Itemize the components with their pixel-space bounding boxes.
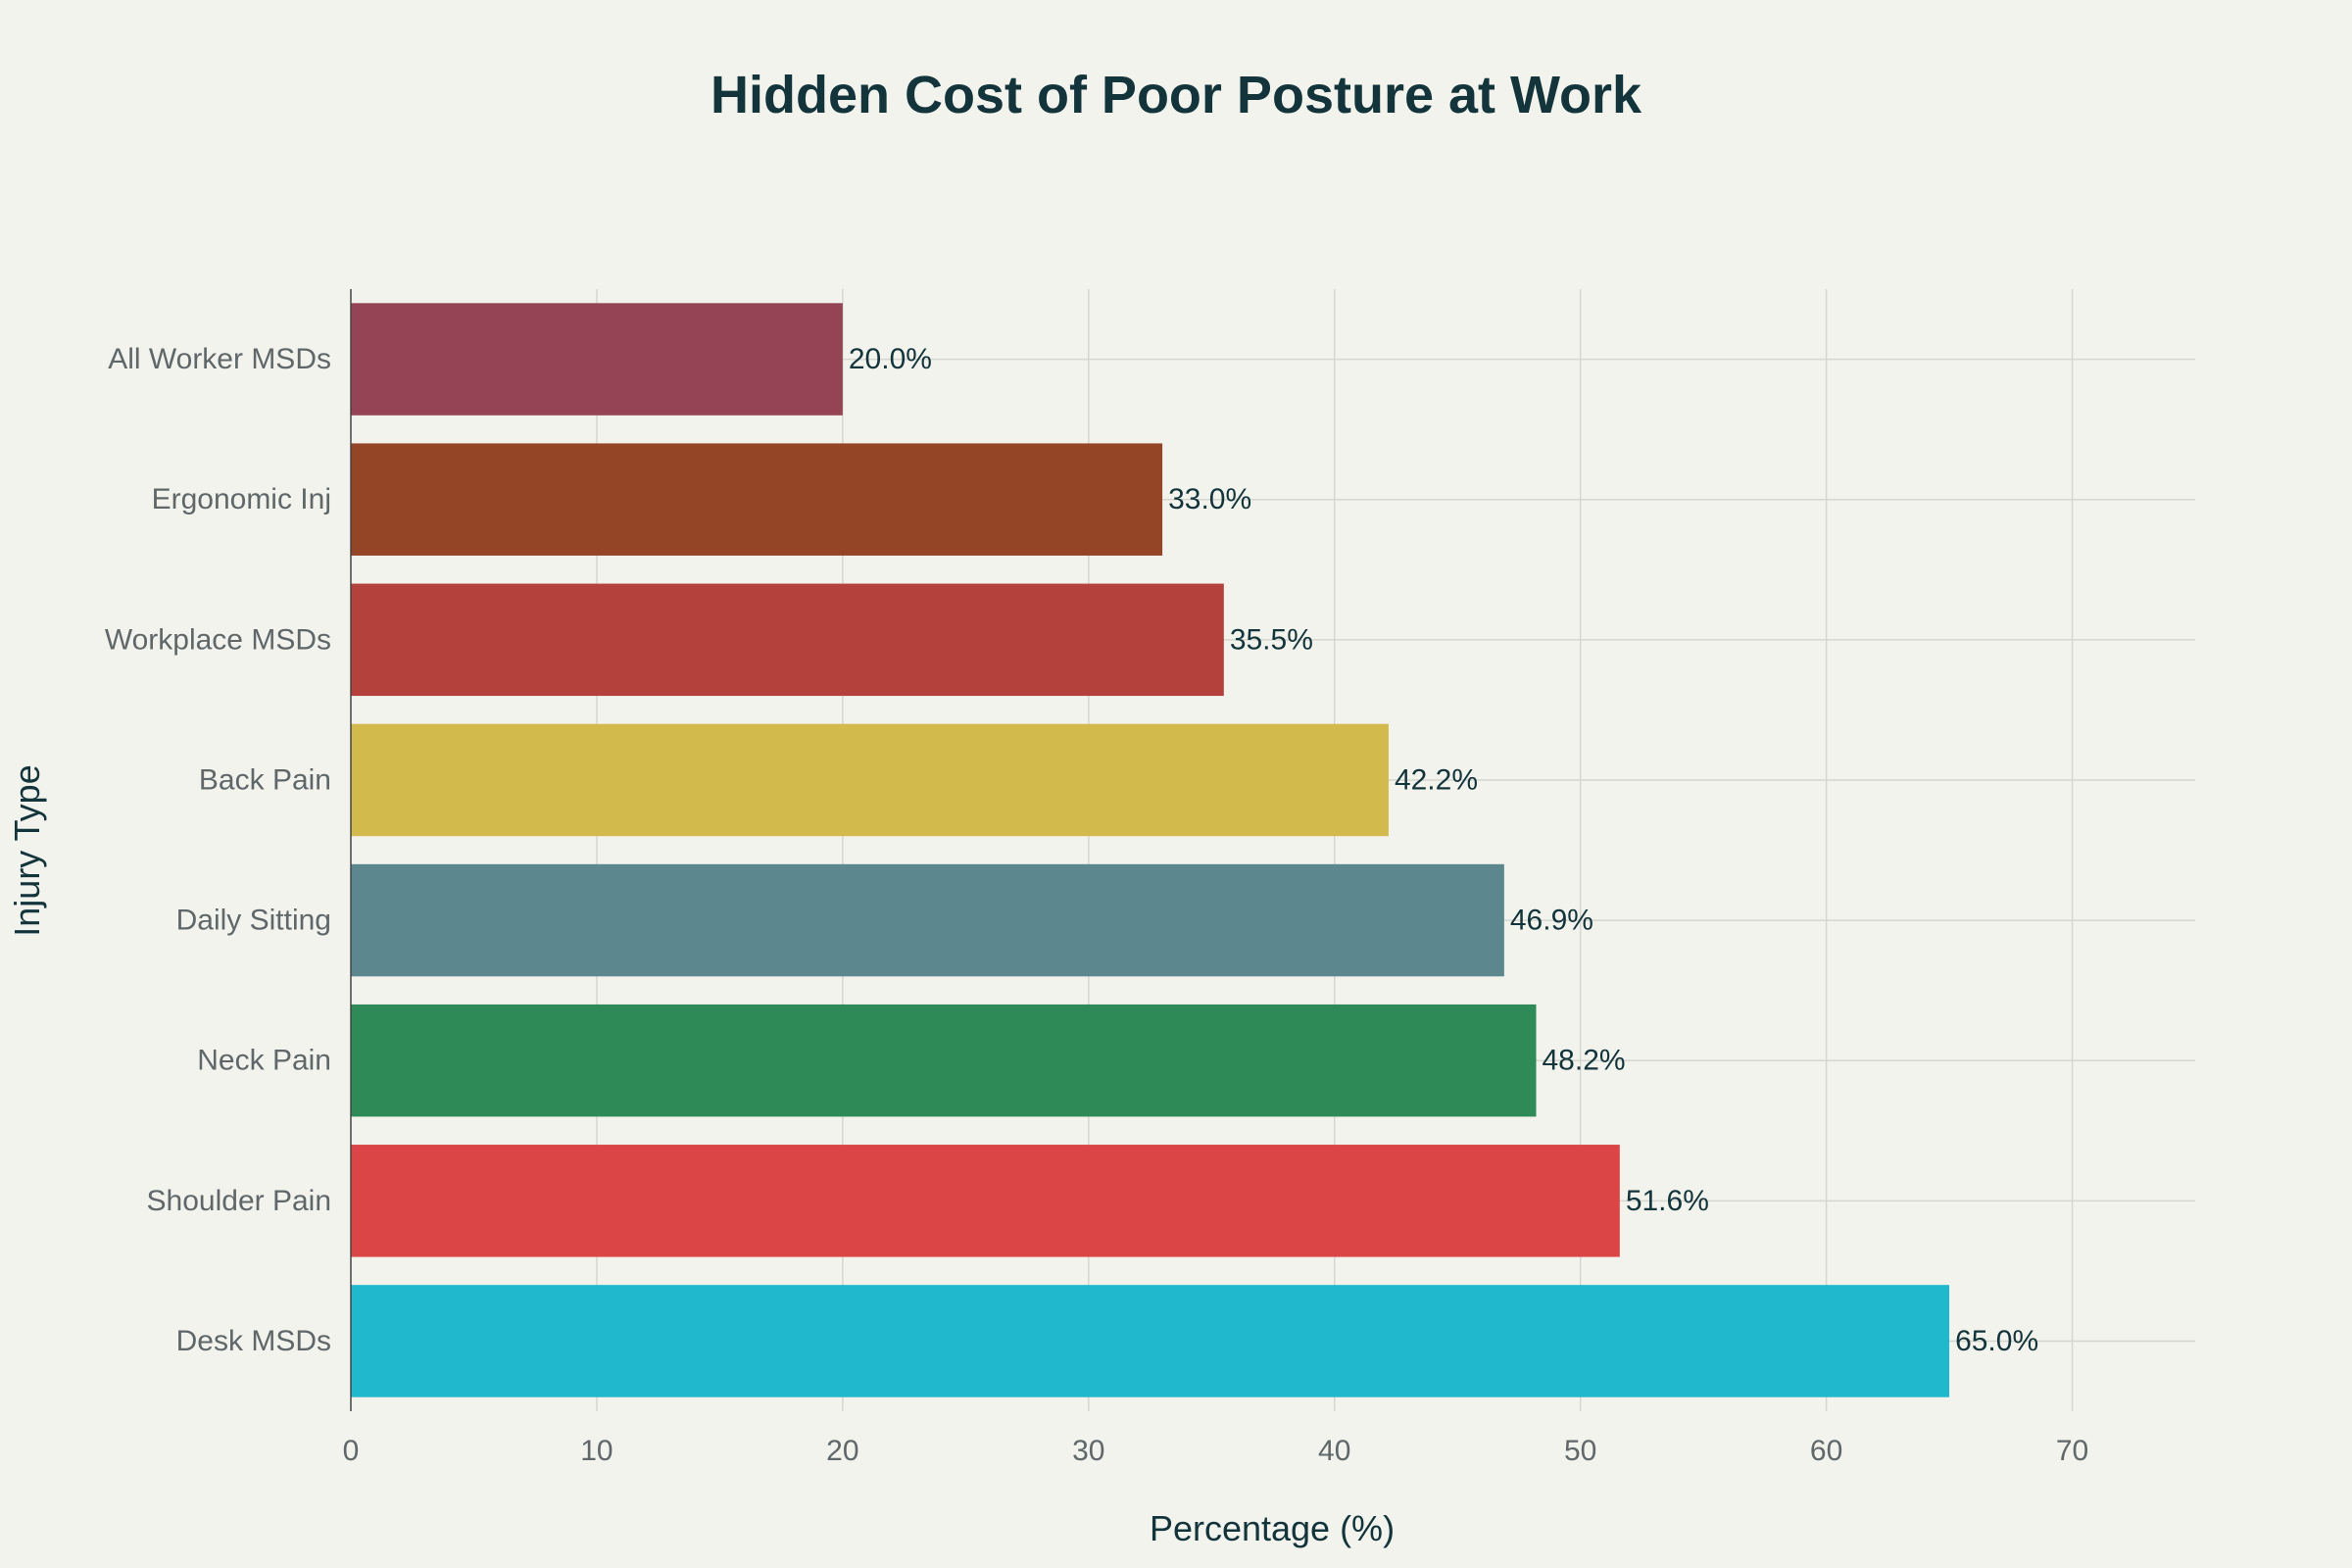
- x-tick-label: 40: [1318, 1435, 1350, 1467]
- bar: [351, 1285, 1950, 1397]
- x-tick-label: 70: [2056, 1435, 2088, 1467]
- chart-title: Hidden Cost of Poor Posture at Work: [710, 66, 1642, 124]
- category-label: Shoulder Pain: [147, 1185, 331, 1217]
- category-labels: All Worker MSDs Ergonomic Inj Workplace MS…: [105, 343, 331, 1357]
- x-tick-label: 50: [1564, 1435, 1596, 1467]
- x-tick-label: 30: [1072, 1435, 1104, 1467]
- category-label: Daily Sitting: [176, 905, 331, 937]
- value-label: 20.0%: [849, 343, 932, 375]
- value-label: 65.0%: [1955, 1325, 2038, 1357]
- bar: [351, 443, 1163, 556]
- y-axis-title: Injury Type: [7, 764, 47, 936]
- category-label: All Worker MSDs: [108, 343, 331, 375]
- value-label: 42.2%: [1395, 763, 1478, 796]
- bar: [351, 1145, 1620, 1257]
- x-tick-labels: 0 10 20 30 40 50 60 70: [343, 1435, 2089, 1467]
- bar: [351, 583, 1224, 697]
- value-label: 35.5%: [1230, 623, 1313, 656]
- bar: [351, 863, 1504, 977]
- x-tick-label: 0: [343, 1435, 360, 1467]
- bar: [351, 723, 1389, 837]
- category-label: Desk MSDs: [176, 1325, 331, 1357]
- bar: [351, 303, 843, 416]
- x-axis-title: Percentage (%): [1150, 1508, 1395, 1548]
- category-label: Ergonomic Inj: [152, 483, 331, 515]
- category-label: Back Pain: [199, 763, 331, 796]
- x-tick-label: 60: [1810, 1435, 1842, 1467]
- value-label: 48.2%: [1542, 1045, 1625, 1077]
- value-label: 33.0%: [1168, 483, 1251, 515]
- bars: [351, 303, 1950, 1397]
- x-tick-label: 20: [826, 1435, 858, 1467]
- category-label: Workplace MSDs: [105, 623, 331, 656]
- x-tick-label: 10: [580, 1435, 612, 1467]
- value-label: 51.6%: [1626, 1185, 1709, 1217]
- category-label: Neck Pain: [197, 1045, 331, 1077]
- value-label: 46.9%: [1510, 905, 1593, 937]
- value-labels: 20.0% 33.0% 35.5% 42.2% 46.9% 48.2% 51.6% 65.0%: [849, 343, 2038, 1357]
- bar: [351, 1004, 1537, 1117]
